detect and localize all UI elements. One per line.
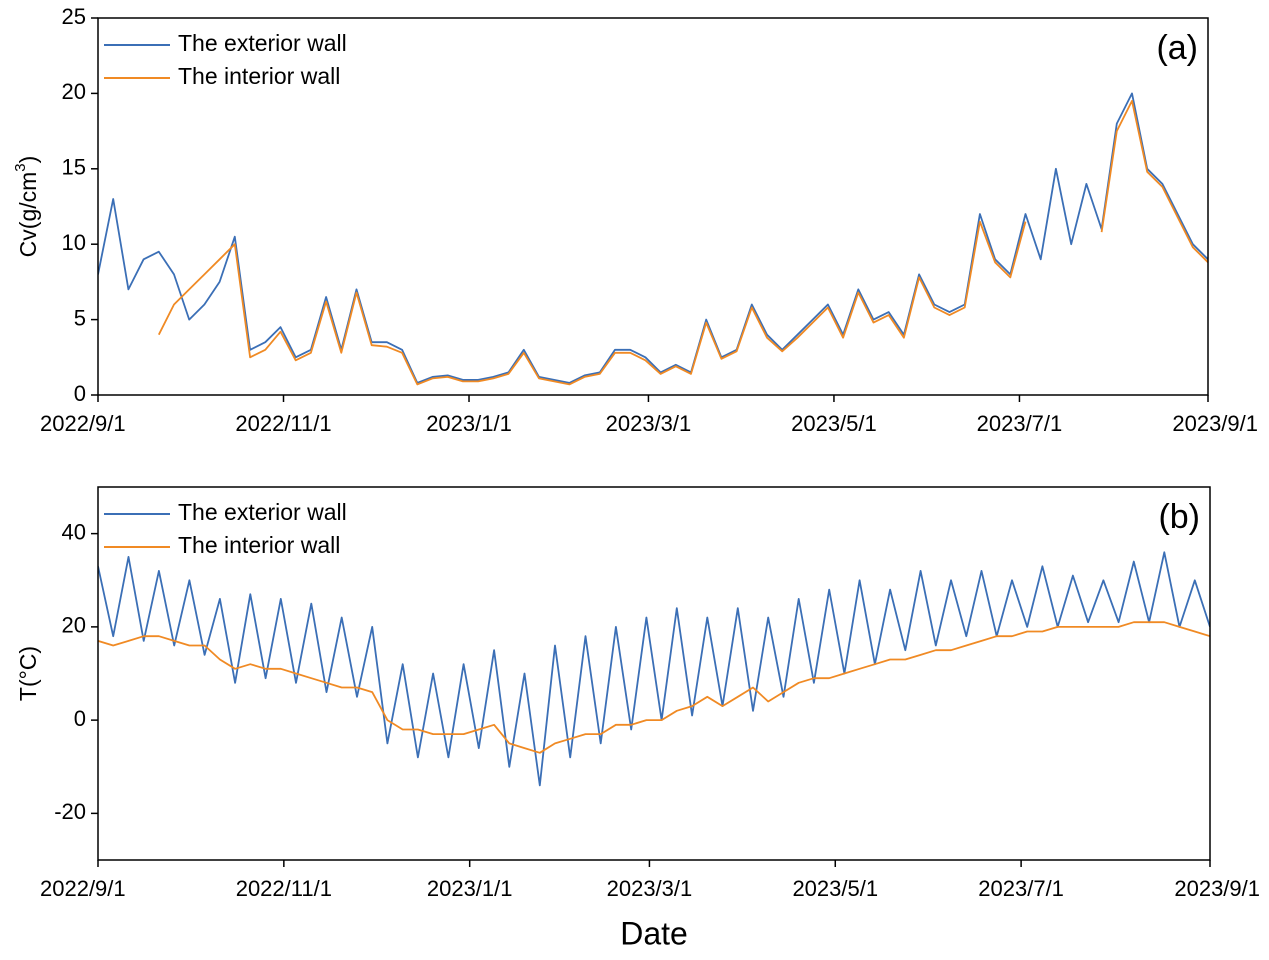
x-tick-label: 2022/9/1 (40, 876, 126, 901)
y-tick-label: 20 (62, 613, 86, 638)
panel-label: (a) (1156, 29, 1198, 67)
plot-area (98, 551, 1210, 787)
x-tick-label: 2023/3/1 (606, 411, 692, 436)
x-tick-label: 2022/11/1 (235, 411, 331, 436)
y-tick-label: 10 (62, 230, 86, 255)
x-axis-label: Date (620, 915, 688, 951)
y-axis-label-part: Cv(g/cm (15, 172, 41, 258)
x-tick-label: 2023/1/1 (427, 876, 513, 901)
x-tick-label: 2023/9/1 (1174, 876, 1260, 901)
x-tick-label: 2022/9/1 (40, 411, 126, 436)
x-tick-label: 2023/3/1 (607, 876, 693, 901)
legend-label: The interior wall (178, 63, 340, 89)
y-tick-label: -20 (54, 799, 86, 824)
x-tick-label: 2022/11/1 (236, 876, 332, 901)
data-line (98, 621, 1210, 754)
x-tick-label: 2023/9/1 (1172, 411, 1258, 436)
y-axis-label: Cv(g/cm3) (12, 156, 41, 258)
y-tick-label: 20 (62, 79, 86, 104)
y-axis-label-part: ) (15, 156, 41, 164)
y-tick-label: 25 (62, 4, 86, 29)
data-line (98, 551, 1210, 787)
axes-frame (97, 17, 1209, 396)
y-axis-label: T(°C) (15, 646, 41, 701)
y-tick-label: 15 (62, 155, 86, 180)
y-tick-label: 40 (62, 519, 86, 544)
plot-area (98, 92, 1208, 386)
x-tick-label: 2023/5/1 (791, 411, 877, 436)
y-tick-label: 0 (74, 381, 86, 406)
data-line (157, 100, 1208, 386)
y-tick-label: 0 (74, 706, 86, 731)
x-tick-label: 2023/7/1 (977, 411, 1063, 436)
panel-label: (b) (1158, 498, 1200, 536)
x-tick-label: 2023/5/1 (792, 876, 878, 901)
data-line (98, 92, 1208, 384)
legend-label: The interior wall (178, 532, 340, 558)
y-tick-label: 5 (74, 305, 86, 330)
legend-label: The exterior wall (178, 30, 347, 56)
x-tick-label: 2023/1/1 (426, 411, 512, 436)
x-tick-label: 2023/7/1 (978, 876, 1064, 901)
y-axis-label-part: 3 (12, 163, 29, 171)
legend-label: The exterior wall (178, 499, 347, 525)
axes-frame (97, 486, 1211, 861)
